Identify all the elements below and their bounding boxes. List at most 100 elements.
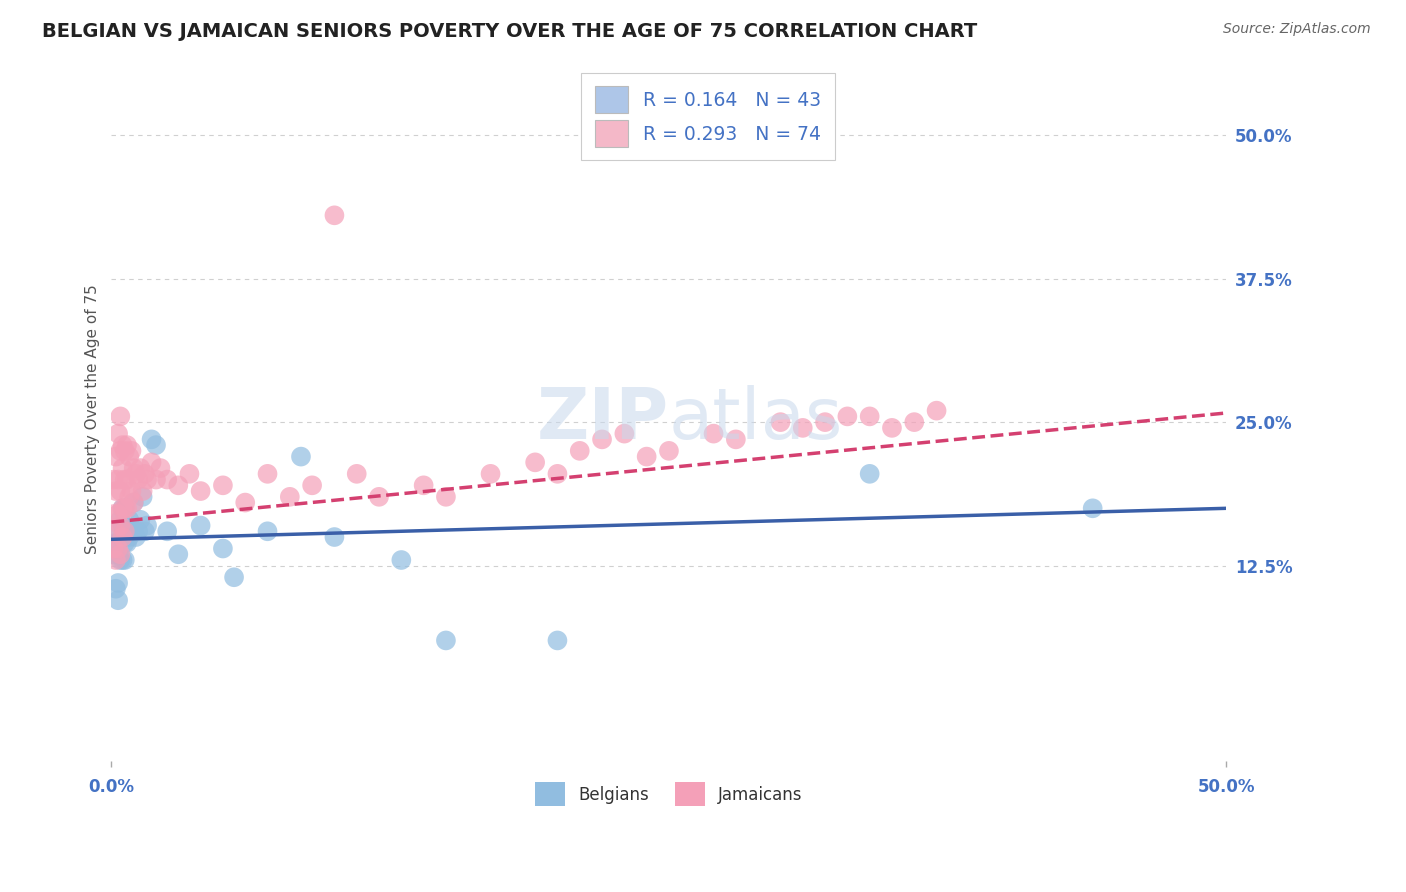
Point	[122, 461, 145, 475]
Point	[107, 535, 129, 549]
Point	[107, 576, 129, 591]
Point	[110, 513, 132, 527]
Point	[107, 507, 129, 521]
Point	[129, 461, 152, 475]
Point	[122, 524, 145, 539]
Point	[156, 524, 179, 539]
Y-axis label: Seniors Poverty Over the Age of 75: Seniors Poverty Over the Age of 75	[86, 285, 100, 554]
Point	[127, 473, 149, 487]
Point	[118, 490, 141, 504]
Point	[145, 438, 167, 452]
Point	[167, 478, 190, 492]
Point	[114, 535, 136, 549]
Point	[792, 421, 814, 435]
Point	[546, 467, 568, 481]
Point	[837, 409, 859, 424]
Point	[111, 461, 134, 475]
Point	[111, 553, 134, 567]
Point	[134, 524, 156, 539]
Point	[115, 535, 138, 549]
Legend: Belgians, Jamaicans: Belgians, Jamaicans	[527, 774, 811, 814]
Point	[149, 461, 172, 475]
Point	[346, 467, 368, 481]
Point	[323, 530, 346, 544]
Point	[703, 426, 725, 441]
Point	[104, 535, 127, 549]
Point	[613, 426, 636, 441]
Point	[114, 443, 136, 458]
Point	[212, 541, 235, 556]
Point	[125, 467, 148, 481]
Point	[111, 501, 134, 516]
Point	[290, 450, 312, 464]
Point	[256, 524, 278, 539]
Point	[111, 518, 134, 533]
Point	[107, 541, 129, 556]
Text: atlas: atlas	[669, 384, 844, 454]
Point	[222, 570, 245, 584]
Point	[167, 547, 190, 561]
Point	[479, 467, 502, 481]
Text: BELGIAN VS JAMAICAN SENIORS POVERTY OVER THE AGE OF 75 CORRELATION CHART: BELGIAN VS JAMAICAN SENIORS POVERTY OVER…	[42, 22, 977, 41]
Point	[110, 484, 132, 499]
Point	[323, 208, 346, 222]
Text: Source: ZipAtlas.com: Source: ZipAtlas.com	[1223, 22, 1371, 37]
Point	[115, 438, 138, 452]
Point	[591, 433, 613, 447]
Point	[110, 553, 132, 567]
Point	[127, 524, 149, 539]
Point	[104, 450, 127, 464]
Point	[859, 409, 882, 424]
Point	[121, 524, 143, 539]
Point	[125, 530, 148, 544]
Point	[107, 593, 129, 607]
Point	[118, 513, 141, 527]
Point	[859, 467, 882, 481]
Point	[568, 443, 591, 458]
Point	[118, 450, 141, 464]
Point	[110, 443, 132, 458]
Point	[104, 524, 127, 539]
Point	[131, 490, 153, 504]
Point	[114, 553, 136, 567]
Point	[368, 490, 391, 504]
Point	[1081, 501, 1104, 516]
Point	[145, 473, 167, 487]
Point	[110, 409, 132, 424]
Point	[107, 473, 129, 487]
Point	[103, 507, 125, 521]
Point	[114, 473, 136, 487]
Point	[103, 524, 125, 539]
Point	[136, 518, 159, 533]
Point	[114, 501, 136, 516]
Point	[256, 467, 278, 481]
Point	[278, 490, 301, 504]
Point	[190, 518, 212, 533]
Point	[389, 553, 412, 567]
Point	[814, 415, 837, 429]
Point	[114, 524, 136, 539]
Point	[111, 501, 134, 516]
Point	[212, 478, 235, 492]
Point	[724, 433, 747, 447]
Point	[114, 501, 136, 516]
Point	[658, 443, 681, 458]
Point	[141, 455, 163, 469]
Point	[121, 443, 143, 458]
Point	[190, 484, 212, 499]
Point	[636, 450, 658, 464]
Point	[115, 473, 138, 487]
Point	[103, 473, 125, 487]
Point	[103, 541, 125, 556]
Point	[524, 455, 547, 469]
Point	[233, 495, 256, 509]
Point	[141, 433, 163, 447]
Point	[110, 518, 132, 533]
Point	[104, 484, 127, 499]
Point	[104, 582, 127, 596]
Point	[122, 495, 145, 509]
Point	[546, 633, 568, 648]
Point	[412, 478, 434, 492]
Point	[131, 484, 153, 499]
Point	[903, 415, 925, 429]
